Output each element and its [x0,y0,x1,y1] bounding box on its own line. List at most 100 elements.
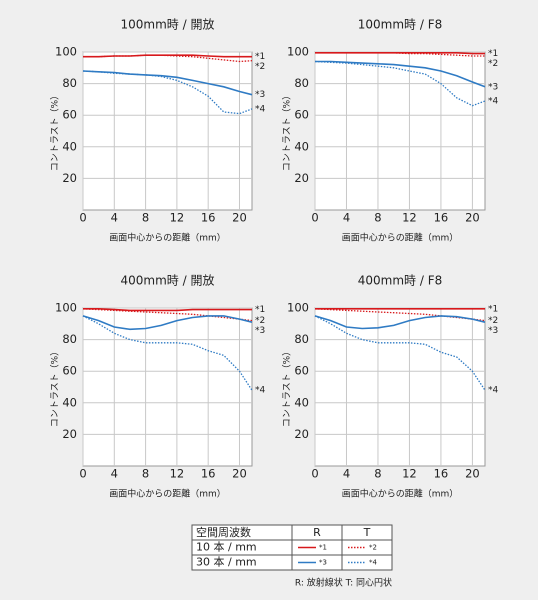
y-axis-label: コントラスト（%） [50,347,61,427]
x-tick-label: 8 [374,211,381,225]
y-tick-label: 20 [62,427,77,441]
x-tick-label: 0 [79,467,86,481]
x-axis-label: 画面中心からの距離（mm） [109,488,226,500]
table-note: R: 放射線状 T: 同心円状 [295,577,392,589]
table-header: T [363,526,371,539]
y-tick-label: 20 [294,427,309,441]
series-line [314,315,486,330]
y-tick-label: 60 [294,364,309,378]
x-tick-label: 4 [111,467,118,481]
x-tick-label: 16 [201,467,216,481]
x-tick-label: 20 [232,467,247,481]
x-tick-label: 8 [142,467,149,481]
y-tick-label: 80 [294,332,309,346]
series-line [82,70,253,96]
series-end-label: *3 [488,82,498,92]
series-line [314,315,486,391]
chart-title: 400mm時 / 開放 [121,273,215,288]
series-line [83,308,252,312]
plot-area [82,307,253,467]
y-axis-label: コントラスト（%） [282,347,293,427]
series-line [83,54,252,58]
legend-key: *3 [319,559,327,567]
x-tick-label: 8 [142,211,149,225]
series-end-label: *1 [488,304,498,314]
y-tick-label: 100 [55,45,77,59]
series-line [315,52,485,55]
y-axis-label: コントラスト（%） [50,91,61,171]
legend-table: 空間周波数 R T 10 本 / mm *1 *2 30 本 / mm *3 *4 R: 放射線状… [191,524,393,589]
x-tick-label: 4 [343,467,350,481]
x-tick-label: 12 [170,467,185,481]
series-line [314,60,486,107]
y-tick-label: 100 [55,301,77,315]
x-axis-label: 画面中心からの距離（mm） [342,488,459,500]
series-line [82,315,253,331]
y-tick-label: 20 [62,171,77,185]
y-tick-label: 60 [294,108,309,122]
series-end-label: *3 [255,326,265,336]
x-tick-label: 4 [111,211,118,225]
chart: 400mm時 / 開放画面中心からの距離（mm）コントラスト（%）2040608… [50,273,266,500]
legend-key: *2 [369,544,377,552]
series-end-label: *4 [488,96,499,106]
legend-key: *1 [319,544,327,552]
series-end-label: *1 [488,49,498,59]
legend-key: *4 [369,559,378,567]
y-tick-label: 100 [287,45,309,59]
x-tick-label: 16 [434,467,449,481]
x-tick-label: 0 [311,211,318,225]
series-end-label: *4 [488,386,499,396]
series-end-label: *2 [255,316,265,326]
table-row-label: 30 本 / mm [196,555,257,569]
series-line [315,60,486,88]
chart: 100mm時 / F8画面中心からの距離（mm）コントラスト（%）2040608… [282,18,499,244]
table-row-label: 10 本 / mm [196,540,257,554]
series-end-label: *2 [255,62,265,72]
series-end-label: *2 [488,59,498,69]
x-tick-label: 16 [201,211,216,225]
chart: 400mm時 / F8画面中心からの距離（mm）コントラスト（%）2040608… [282,274,499,500]
series-line [315,52,485,57]
x-tick-label: 8 [374,467,381,481]
series-end-label: *3 [488,326,498,336]
x-axis-label: 画面中心からの距離（mm） [109,232,226,244]
x-tick-label: 16 [434,211,449,225]
y-tick-label: 20 [294,171,309,185]
y-tick-label: 100 [287,301,309,315]
series-end-label: *4 [255,386,266,396]
chart-title: 100mm時 / F8 [358,18,443,32]
y-tick-label: 80 [294,76,309,90]
chart-title: 100mm時 / 開放 [121,17,215,32]
x-tick-label: 12 [170,211,185,225]
y-tick-label: 80 [62,332,77,346]
x-tick-label: 12 [402,467,417,481]
chart: 100mm時 / 開放画面中心からの距離（mm）コントラスト（%）2040608… [50,17,266,244]
x-tick-label: 0 [311,467,318,481]
table-header: R [313,526,321,539]
plot-area [314,51,486,211]
series-end-label: *1 [255,305,265,315]
y-tick-label: 40 [294,139,309,153]
series-end-label: *4 [255,104,266,114]
x-tick-label: 12 [402,211,417,225]
y-tick-label: 40 [62,139,77,153]
series-end-label: *1 [255,52,265,62]
x-tick-label: 20 [232,211,247,225]
x-axis-label: 画面中心からの距離（mm） [342,232,459,244]
y-tick-label: 60 [62,108,77,122]
plot-area [314,307,486,467]
series-end-label: *2 [488,316,498,326]
x-tick-label: 20 [465,467,480,481]
table-header: 空間周波数 [196,525,251,539]
y-tick-label: 40 [294,395,309,409]
x-tick-label: 0 [79,211,86,225]
series-end-label: *3 [255,90,265,100]
y-tick-label: 60 [62,364,77,378]
y-tick-label: 80 [62,76,77,90]
x-tick-label: 4 [343,211,350,225]
y-tick-label: 40 [62,395,77,409]
y-axis-label: コントラスト（%） [282,91,293,171]
x-tick-label: 20 [465,211,480,225]
